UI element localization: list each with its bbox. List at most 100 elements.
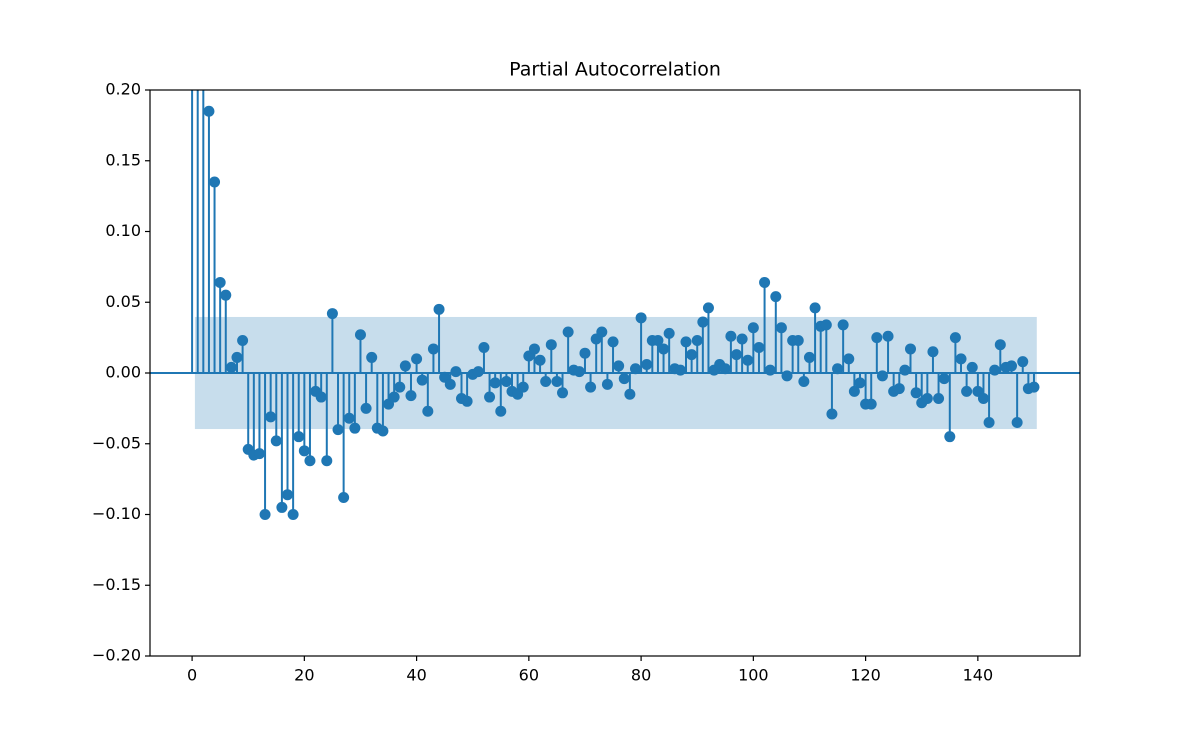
marker xyxy=(585,381,597,393)
marker xyxy=(674,364,686,376)
marker xyxy=(579,347,591,359)
marker xyxy=(719,363,731,375)
marker xyxy=(759,276,771,288)
y-tick-label: −0.10 xyxy=(92,504,141,523)
marker xyxy=(562,326,574,338)
marker xyxy=(792,334,804,346)
marker xyxy=(343,412,355,424)
marker xyxy=(259,509,271,520)
marker xyxy=(411,353,423,365)
marker xyxy=(557,387,569,399)
marker xyxy=(764,364,776,376)
marker xyxy=(1017,356,1029,368)
marker xyxy=(652,334,664,346)
marker xyxy=(899,364,911,376)
marker xyxy=(1028,381,1040,393)
marker xyxy=(893,383,905,395)
y-tick-label: 0.15 xyxy=(105,150,141,169)
marker xyxy=(422,405,434,417)
marker xyxy=(225,361,237,373)
marker xyxy=(399,360,411,372)
marker xyxy=(500,375,512,387)
marker xyxy=(871,332,883,344)
marker xyxy=(613,360,625,372)
marker xyxy=(461,395,473,407)
marker xyxy=(843,353,855,365)
x-tick-label: 100 xyxy=(738,666,769,685)
marker xyxy=(489,377,501,389)
marker xyxy=(444,378,456,390)
marker xyxy=(551,375,563,387)
marker xyxy=(315,391,327,403)
marker xyxy=(955,353,967,365)
marker xyxy=(686,349,698,361)
marker xyxy=(601,378,613,390)
marker xyxy=(680,336,692,348)
marker xyxy=(826,408,838,420)
marker xyxy=(865,398,877,410)
marker xyxy=(624,388,636,400)
marker xyxy=(534,354,546,366)
marker xyxy=(944,431,956,443)
marker xyxy=(298,445,310,457)
marker xyxy=(366,351,378,363)
marker xyxy=(736,333,748,345)
marker xyxy=(725,330,737,342)
marker xyxy=(349,422,361,434)
marker xyxy=(220,289,232,301)
marker xyxy=(517,381,529,393)
marker xyxy=(747,322,759,334)
marker xyxy=(388,391,400,403)
y-tick-label: −0.15 xyxy=(92,575,141,594)
marker xyxy=(607,336,619,348)
marker xyxy=(377,425,389,437)
marker xyxy=(472,366,484,378)
x-tick-label: 80 xyxy=(631,666,651,685)
marker xyxy=(731,349,743,361)
marker xyxy=(949,332,961,344)
marker xyxy=(354,329,366,341)
marker xyxy=(848,385,860,397)
marker xyxy=(803,351,815,363)
x-tick-label: 0 xyxy=(187,666,197,685)
marker xyxy=(270,435,282,447)
marker xyxy=(427,343,439,355)
y-tick-label: 0.00 xyxy=(105,363,141,382)
marker xyxy=(770,291,782,303)
marker xyxy=(989,364,1001,376)
chart-title: Partial Autocorrelation xyxy=(509,59,721,81)
marker xyxy=(983,417,995,429)
marker xyxy=(663,327,675,339)
marker xyxy=(405,390,417,402)
marker xyxy=(573,366,585,378)
y-tick-label: −0.20 xyxy=(92,646,141,665)
marker xyxy=(882,330,894,342)
marker xyxy=(237,334,249,346)
marker xyxy=(321,455,333,467)
marker xyxy=(332,424,344,436)
marker xyxy=(478,342,490,354)
marker xyxy=(781,370,793,382)
x-tick-label: 120 xyxy=(850,666,881,685)
x-tick-label: 40 xyxy=(406,666,426,685)
marker xyxy=(809,302,821,314)
marker xyxy=(1006,360,1018,372)
marker xyxy=(394,381,406,393)
marker xyxy=(209,176,221,188)
marker xyxy=(832,363,844,375)
marker xyxy=(304,455,316,467)
marker xyxy=(742,354,754,366)
marker xyxy=(927,346,939,358)
marker xyxy=(938,373,950,385)
marker xyxy=(450,366,462,378)
marker xyxy=(265,411,277,423)
marker xyxy=(1011,417,1023,429)
marker xyxy=(994,339,1006,351)
marker xyxy=(641,359,653,371)
marker xyxy=(433,303,445,315)
marker xyxy=(540,375,552,387)
marker xyxy=(276,501,288,513)
marker xyxy=(697,316,709,328)
marker xyxy=(338,492,350,504)
